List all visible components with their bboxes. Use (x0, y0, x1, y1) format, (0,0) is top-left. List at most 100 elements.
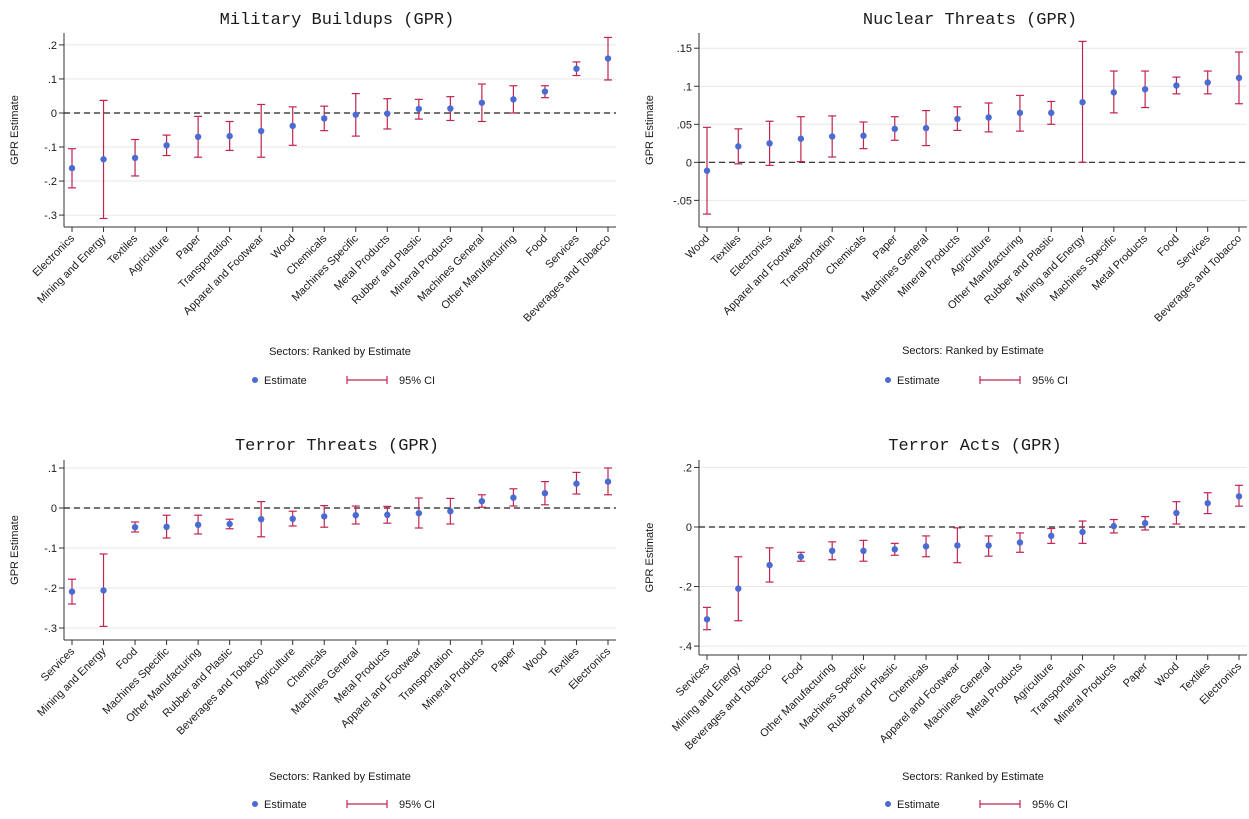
estimate-point (415, 510, 423, 517)
y-tick-label: 0 (686, 157, 692, 169)
estimate-point (891, 125, 898, 133)
estimate-point (1016, 539, 1024, 546)
estimate-point (100, 156, 107, 163)
estimate-point (985, 114, 992, 121)
legend-estimate-label: Estimate (264, 375, 307, 387)
estimate-point (226, 132, 233, 140)
y-tick-label: .2 (683, 462, 692, 474)
legend-estimate-label: Estimate (264, 799, 307, 811)
y-axis-label: GPR Estimate (9, 515, 21, 585)
chart-panel-1: Military Buildups (GPR) -.3 -.2 -.1 0 .1 .2 GPR… (9, 11, 616, 387)
estimate-point (1204, 499, 1211, 507)
estimate-point (447, 105, 454, 112)
y-tick-label: -.3 (44, 623, 57, 635)
x-tick-label: Wood (521, 646, 550, 675)
estimate-point (289, 515, 296, 522)
estimate-point (860, 547, 867, 555)
y-axis-label: GPR Estimate (644, 523, 656, 593)
estimate-point (384, 511, 391, 518)
y-tick-label: .15 (677, 43, 692, 55)
estimate-point (604, 478, 612, 485)
legend: Estimate 95% CI (252, 375, 435, 387)
legend-ci-label: 95% CI (1032, 375, 1068, 387)
estimate-point (478, 99, 486, 106)
estimate-point (766, 140, 773, 147)
estimate-point (352, 512, 359, 519)
estimate-point (163, 523, 170, 530)
y-tick-label: -.4 (679, 641, 692, 653)
chart-panel-3: Terror Threats (GPR) -.3 -.2 -.1 0 .1 GPR Esti… (9, 437, 616, 811)
legend-estimate-marker (885, 801, 891, 807)
y-axis-label: GPR Estimate (644, 95, 656, 165)
estimate-point (1235, 493, 1243, 500)
y-tick-label: .2 (48, 40, 57, 52)
x-axis-label: Sectors: Ranked by Estimate (269, 346, 411, 358)
estimate-point (226, 520, 233, 528)
legend-ci-label: 95% CI (399, 799, 435, 811)
estimate-point (891, 546, 898, 553)
estimate-point (447, 508, 454, 515)
legend: Estimate 95% CI (885, 799, 1068, 811)
estimate-point (257, 516, 265, 523)
estimate-point (985, 542, 992, 549)
x-tick-label: Wood (269, 233, 298, 262)
x-axis-label: Sectors: Ranked by Estimate (902, 345, 1044, 357)
estimate-point (68, 588, 76, 595)
x-tick-label: Metal Products (1090, 232, 1151, 293)
estimate-point (703, 167, 711, 174)
chart-title: Terror Threats (GPR) (235, 437, 439, 456)
estimate-point (573, 65, 580, 72)
x-tick-label: Metal Products (332, 645, 393, 706)
estimate-point (766, 561, 773, 569)
legend-estimate-label: Estimate (897, 375, 940, 387)
estimate-point (1110, 89, 1118, 96)
estimate-point (68, 164, 76, 172)
y-tick-label: .1 (48, 74, 57, 86)
estimate-point (352, 111, 359, 118)
estimate-point (1173, 82, 1180, 89)
chart-panel-4: Terror Acts (GPR) -.4 -.2 0 .2 GPR Estimate Se… (644, 437, 1247, 811)
x-tick-label: Metal Products (332, 232, 393, 293)
x-tick-label: Food (524, 233, 550, 259)
y-tick-label: 0 (686, 522, 692, 534)
estimate-point (510, 494, 517, 501)
estimate-point (541, 490, 549, 497)
estimate-point (194, 133, 202, 141)
x-tick-label: Metal Products (965, 660, 1026, 721)
estimate-point (415, 105, 423, 113)
y-tick-label: -.05 (673, 195, 692, 207)
legend: Estimate 95% CI (252, 799, 435, 811)
x-tick-label: Food (1155, 233, 1181, 259)
y-tick-label: -.2 (44, 176, 57, 188)
estimate-point (1016, 109, 1024, 117)
chart-title: Terror Acts (GPR) (888, 437, 1061, 456)
estimate-point (1204, 79, 1211, 86)
estimate-point (828, 133, 836, 140)
estimate-point (954, 542, 961, 549)
x-tick-label: Food (780, 661, 806, 687)
y-tick-label: -.1 (44, 543, 57, 555)
legend-estimate-label: Estimate (897, 799, 940, 811)
chart-panel-2: Nuclear Threats (GPR) -.05 0 .05 .1 .15 GPR Es… (644, 11, 1247, 387)
y-tick-label: -.3 (44, 210, 57, 222)
y-tick-label: -.2 (679, 582, 692, 594)
estimate-point (703, 616, 711, 623)
y-tick-label: -.2 (44, 583, 57, 595)
estimate-point (797, 135, 805, 142)
y-tick-label: .1 (683, 81, 692, 93)
legend: Estimate 95% CI (885, 375, 1068, 387)
estimate-point (257, 127, 265, 135)
y-axis-label: GPR Estimate (9, 95, 21, 165)
y-tick-label: .05 (677, 119, 692, 131)
estimate-point (797, 553, 805, 560)
legend-ci-label: 95% CI (1032, 799, 1068, 811)
estimate-point (954, 115, 961, 123)
estimate-point (289, 122, 296, 130)
x-tick-label: Wood (1153, 661, 1182, 690)
estimate-point (1048, 109, 1055, 117)
chart-title: Nuclear Threats (GPR) (863, 11, 1077, 30)
estimate-point (478, 498, 486, 505)
estimate-point (604, 55, 612, 62)
estimate-point (1235, 74, 1243, 82)
estimate-point (1141, 519, 1149, 527)
